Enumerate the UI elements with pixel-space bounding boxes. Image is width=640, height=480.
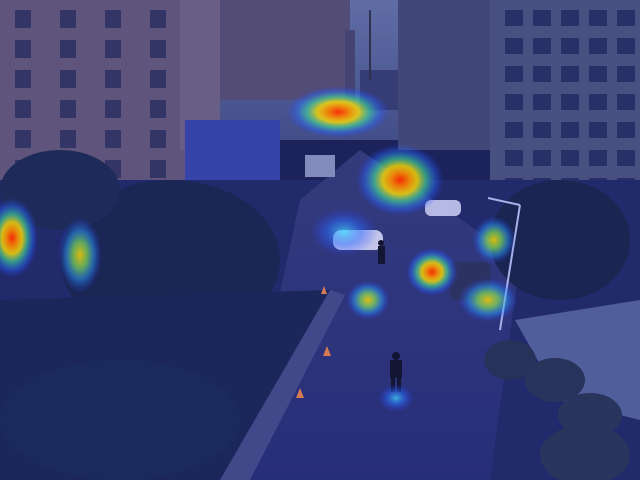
window — [505, 94, 523, 110]
window — [150, 10, 166, 28]
window — [533, 66, 551, 82]
heat-left-tree — [58, 217, 102, 293]
window — [589, 10, 607, 26]
heat-pedestrian-far — [346, 280, 390, 320]
window — [15, 40, 31, 58]
traffic-cone-2 — [323, 346, 331, 356]
far-building-sliver — [345, 30, 355, 100]
window — [561, 94, 579, 110]
heat-right-lamp — [472, 216, 516, 264]
far-white-car — [425, 200, 461, 216]
window — [617, 66, 635, 82]
window — [561, 122, 579, 138]
window — [505, 150, 523, 166]
window — [15, 10, 31, 28]
lamp-arm — [487, 197, 521, 206]
heat-mid-car — [406, 248, 458, 296]
window — [105, 10, 121, 28]
heat-pedestrian-near — [378, 384, 414, 412]
window — [589, 150, 607, 166]
window — [150, 130, 166, 148]
window — [533, 94, 551, 110]
window — [617, 94, 635, 110]
window — [15, 70, 31, 88]
window — [15, 100, 31, 118]
window — [533, 38, 551, 54]
window — [617, 150, 635, 166]
window — [589, 122, 607, 138]
window — [561, 10, 579, 26]
window — [561, 150, 579, 166]
window — [505, 38, 523, 54]
window — [505, 10, 523, 26]
left-hedge — [0, 360, 240, 480]
window — [150, 70, 166, 88]
window — [505, 122, 523, 138]
window — [105, 70, 121, 88]
window — [617, 10, 635, 26]
traffic-cone-1 — [296, 388, 304, 398]
window — [589, 94, 607, 110]
pedestrian-far — [378, 240, 385, 264]
window — [105, 40, 121, 58]
heat-car-cluster — [356, 144, 444, 216]
window — [561, 66, 579, 82]
right-plaza — [515, 300, 640, 420]
window — [561, 38, 579, 54]
shrub-2 — [525, 358, 585, 402]
window — [60, 70, 76, 88]
traffic-cone-3 — [321, 286, 327, 294]
window — [150, 160, 166, 178]
window — [533, 150, 551, 166]
window — [533, 122, 551, 138]
window — [105, 130, 121, 148]
window — [533, 10, 551, 26]
low-structure — [185, 120, 280, 180]
window — [589, 66, 607, 82]
heat-left-edge — [0, 198, 38, 278]
heatmap-layer — [0, 86, 518, 412]
window — [60, 10, 76, 28]
window — [15, 130, 31, 148]
window — [60, 100, 76, 118]
shrub-4 — [540, 425, 630, 480]
window — [150, 100, 166, 118]
heat-far-street — [286, 86, 390, 138]
shrub-1 — [484, 340, 536, 380]
far-van — [305, 155, 335, 177]
window — [105, 100, 121, 118]
window — [60, 130, 76, 148]
window — [60, 40, 76, 58]
right-tree — [490, 180, 630, 300]
heat-white-car — [310, 208, 378, 256]
far-building-left — [210, 0, 350, 100]
right-building-back — [398, 0, 498, 150]
window — [505, 66, 523, 82]
window — [150, 40, 166, 58]
window — [589, 38, 607, 54]
window — [617, 122, 635, 138]
heat-right-car — [458, 278, 518, 322]
window — [617, 38, 635, 54]
